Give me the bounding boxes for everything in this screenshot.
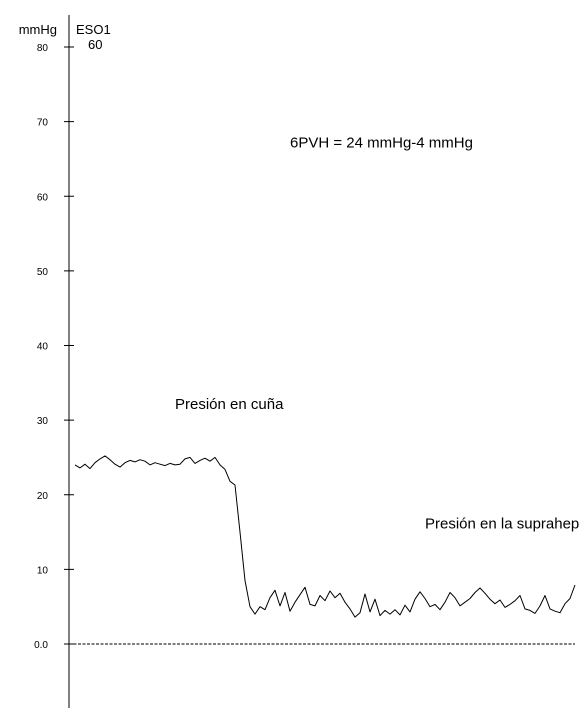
y-tick-label: 70 <box>37 118 49 129</box>
y-axis-unit-label: mmHg <box>19 22 57 37</box>
y-axis-ticks: 80 70 60 50 40 30 20 10 0.0 <box>34 43 74 651</box>
y-tick-label: 10 <box>37 565 49 576</box>
y-tick-label: 60 <box>37 192 49 203</box>
series-line <box>74 455 576 618</box>
series-group <box>74 455 576 618</box>
y-tick-label: 20 <box>37 491 49 502</box>
y-tick-label: 40 <box>37 342 49 353</box>
annotation-text: Presión en la suprahepática <box>425 515 580 532</box>
y-tick-label: 80 <box>37 43 49 54</box>
annotation-text: Presión en cuña <box>175 396 284 413</box>
y-tick-label: 30 <box>37 416 49 427</box>
annotations-group: 6PVH = 24 mmHg-4 mmHg Presión en cuña Pres… <box>175 135 580 533</box>
y-tick-label: 50 <box>37 267 49 278</box>
annotation-text: 6PVH = 24 mmHg-4 mmHg <box>290 135 473 152</box>
y-tick-label: 0.0 <box>34 640 48 651</box>
channel-value-label: 60 <box>88 37 102 52</box>
channel-name-label: ESO1 <box>76 22 111 37</box>
